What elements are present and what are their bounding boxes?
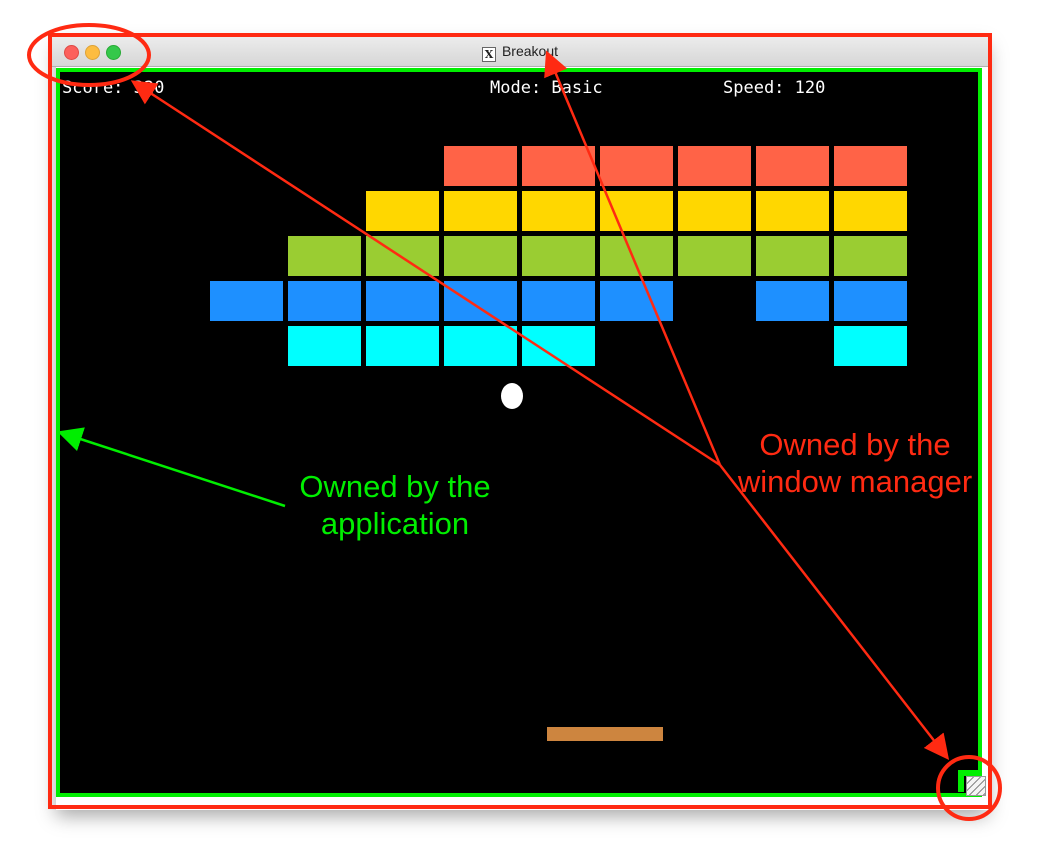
brick bbox=[834, 281, 907, 321]
wm-arrow-to-controls bbox=[130, 80, 721, 467]
brick bbox=[678, 146, 751, 186]
brick bbox=[600, 236, 673, 276]
window-manager-annotation-line-2: window manager bbox=[737, 464, 973, 499]
wm-circle-resize bbox=[936, 755, 1002, 821]
brick bbox=[210, 281, 283, 321]
brick bbox=[444, 146, 517, 186]
wm-arrow-to-resize bbox=[719, 464, 950, 760]
brick bbox=[522, 236, 595, 276]
zoom-window-button[interactable] bbox=[106, 45, 121, 60]
brick bbox=[834, 236, 907, 276]
brick bbox=[366, 191, 439, 231]
brick bbox=[288, 326, 361, 366]
brick bbox=[522, 146, 595, 186]
window-titlebar[interactable]: X Breakout bbox=[52, 37, 988, 67]
brick bbox=[444, 236, 517, 276]
window-title-group: X Breakout bbox=[52, 43, 988, 62]
brick bbox=[522, 281, 595, 321]
brick bbox=[678, 236, 751, 276]
window-title: Breakout bbox=[501, 43, 559, 59]
brick bbox=[366, 326, 439, 366]
brick bbox=[756, 281, 829, 321]
brick bbox=[366, 281, 439, 321]
close-window-button[interactable] bbox=[64, 45, 79, 60]
app-arrow-to-canvas bbox=[57, 427, 286, 508]
brick bbox=[444, 281, 517, 321]
speed-readout: Speed: 120 bbox=[723, 78, 826, 98]
app-corner-outline bbox=[958, 770, 978, 792]
brick bbox=[600, 146, 673, 186]
brick bbox=[756, 191, 829, 231]
brick bbox=[444, 191, 517, 231]
minimize-window-button[interactable] bbox=[85, 45, 100, 60]
brick bbox=[834, 146, 907, 186]
brick bbox=[288, 236, 361, 276]
brick bbox=[756, 146, 829, 186]
brick bbox=[834, 326, 907, 366]
resize-grip[interactable] bbox=[966, 776, 986, 796]
application-annotation-line-1: Owned by the bbox=[299, 469, 491, 504]
x11-icon: X bbox=[481, 47, 496, 62]
application-annotation-line-2: application bbox=[320, 506, 470, 541]
wm-arrow-to-title bbox=[544, 50, 722, 466]
brick bbox=[444, 326, 517, 366]
brick bbox=[834, 191, 907, 231]
brick bbox=[288, 281, 361, 321]
application-annotation: Owned by the application bbox=[275, 468, 515, 542]
brick bbox=[522, 191, 595, 231]
paddle[interactable] bbox=[547, 727, 663, 741]
window-manager-annotation-line-1: Owned by the bbox=[759, 427, 951, 462]
window-manager-annotation: Owned by the window manager bbox=[725, 426, 985, 500]
brick bbox=[678, 191, 751, 231]
brick bbox=[756, 236, 829, 276]
brick bbox=[600, 281, 673, 321]
ball bbox=[501, 383, 523, 409]
window-manager-outline bbox=[48, 33, 992, 809]
wm-circle-controls bbox=[27, 23, 151, 87]
